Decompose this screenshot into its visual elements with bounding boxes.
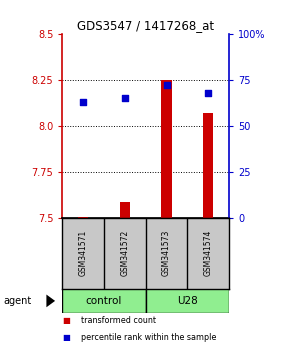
Text: GSM341571: GSM341571 xyxy=(79,230,88,276)
Bar xyxy=(78,217,88,218)
Text: GSM341574: GSM341574 xyxy=(204,230,213,276)
Text: transformed count: transformed count xyxy=(81,316,156,325)
Text: percentile rank within the sample: percentile rank within the sample xyxy=(81,333,217,342)
Text: control: control xyxy=(86,296,122,306)
Polygon shape xyxy=(46,295,55,307)
Text: GSM341572: GSM341572 xyxy=(120,230,129,276)
Bar xyxy=(120,202,130,218)
Point xyxy=(123,95,127,101)
Bar xyxy=(203,113,213,218)
Text: ■: ■ xyxy=(62,316,70,325)
Text: agent: agent xyxy=(3,296,31,306)
Text: ■: ■ xyxy=(62,333,70,342)
Bar xyxy=(62,289,146,313)
Bar xyxy=(146,289,229,313)
Point xyxy=(206,90,211,95)
Title: GDS3547 / 1417268_at: GDS3547 / 1417268_at xyxy=(77,19,214,33)
Text: GSM341573: GSM341573 xyxy=(162,230,171,276)
Point xyxy=(164,82,169,88)
Point xyxy=(81,99,86,104)
Bar xyxy=(161,80,172,218)
Text: U28: U28 xyxy=(177,296,198,306)
